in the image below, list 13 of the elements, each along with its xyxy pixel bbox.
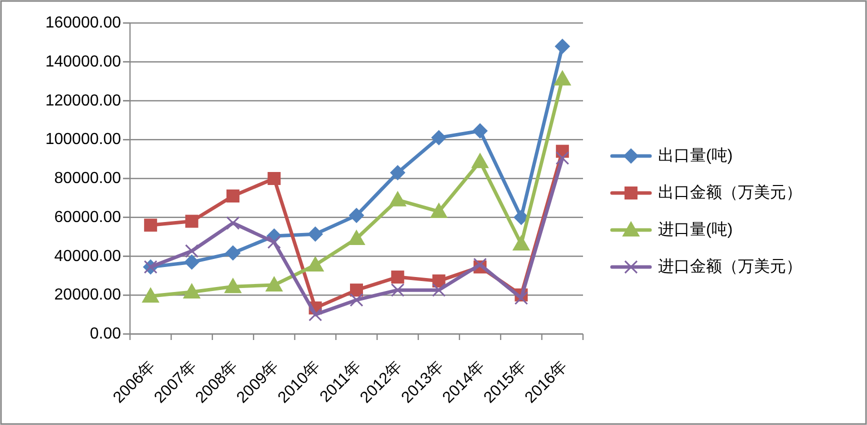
y-tick-label: 20000.00 <box>54 286 121 304</box>
y-tick-label: 140000.00 <box>45 53 121 70</box>
legend-label: 进口量(吨) <box>658 222 733 238</box>
y-tick-label: 160000.00 <box>45 14 121 32</box>
y-tick-label: 0.00 <box>90 326 121 342</box>
y-tick-label: 80000.00 <box>54 170 121 187</box>
legend-label: 出口金额（万美元） <box>658 184 802 202</box>
legend-label: 进口金额（万美元） <box>658 258 802 276</box>
y-tick-label: 40000.00 <box>54 248 121 265</box>
legend-label: 出口量(吨) <box>658 148 733 164</box>
y-tick-label: 60000.00 <box>54 208 121 226</box>
y-tick-label: 100000.00 <box>45 131 121 148</box>
y-tick-label: 120000.00 <box>45 92 121 110</box>
